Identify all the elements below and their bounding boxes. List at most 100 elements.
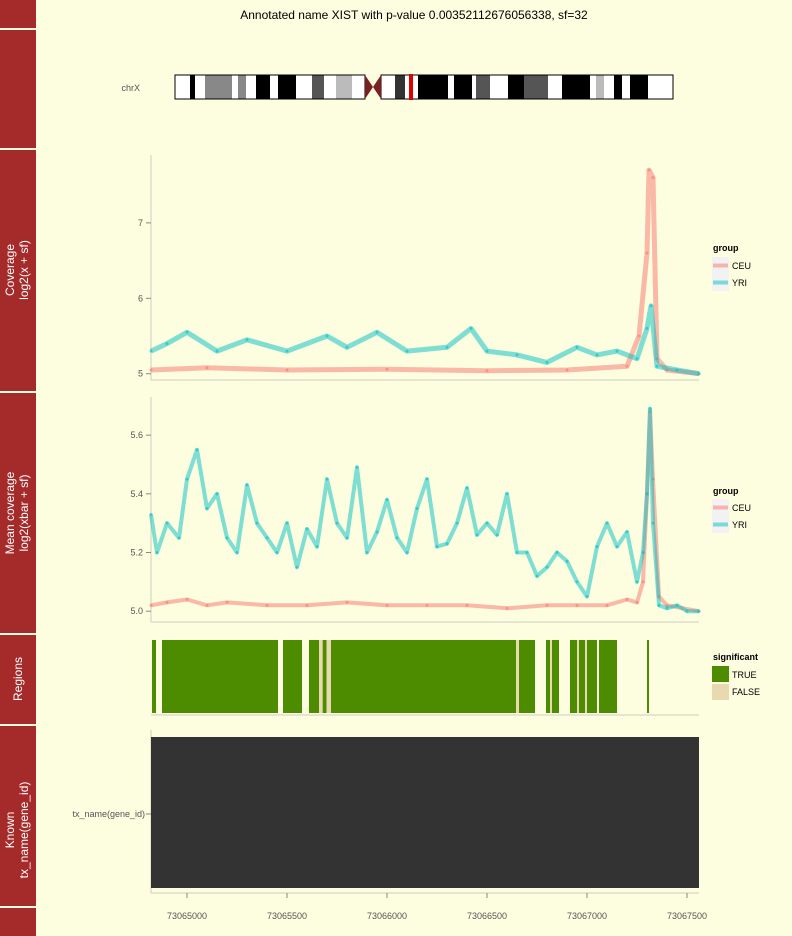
coverage-label-line1: Coverage (3, 244, 17, 296)
region-true (331, 640, 516, 713)
data-point-yri (185, 477, 189, 481)
x-tick-label: 73065000 (167, 911, 207, 921)
strip-known (0, 726, 36, 906)
ideogram-band (190, 75, 195, 99)
data-point-yri (245, 483, 249, 487)
data-point-yri (635, 357, 639, 361)
data-point-yri (585, 595, 589, 599)
ideogram-band (472, 75, 476, 99)
coverage-y-ticks: 5 6 7 (138, 218, 151, 379)
y-tick-label: 6 (138, 293, 143, 303)
data-point-ceu (465, 603, 469, 607)
ideogram-band (296, 75, 312, 99)
data-point-yri (555, 551, 559, 555)
data-point-yri (415, 507, 419, 510)
ideogram-band (278, 75, 296, 99)
region-true (599, 640, 617, 713)
data-point-yri (469, 326, 473, 330)
data-point-ceu (425, 603, 429, 607)
strip-axis (0, 908, 36, 936)
data-point-ceu (305, 603, 309, 607)
ideogram-band (336, 75, 352, 99)
data-point-yri (575, 345, 579, 349)
data-point-ceu (575, 603, 579, 607)
data-point-ceu (635, 600, 639, 604)
data-point-yri (645, 326, 649, 330)
ideogram-bands (175, 75, 673, 99)
data-point-ceu (385, 367, 389, 371)
data-point-yri (405, 551, 409, 555)
legend-label-true: TRUE (732, 670, 757, 680)
region-true (570, 640, 577, 713)
ideogram-band (604, 75, 614, 99)
data-point-yri (285, 521, 289, 525)
region-true (283, 640, 302, 713)
ideogram-band (256, 75, 270, 99)
data-point-yri (649, 304, 653, 308)
data-point-yri (375, 530, 379, 534)
known-label-line1: Known (3, 812, 17, 849)
strip-title (0, 0, 36, 28)
data-point-ceu (647, 168, 651, 172)
data-point-yri (445, 542, 449, 546)
data-point-ceu (645, 251, 649, 255)
legend-title: group (713, 486, 739, 496)
ideogram-band (232, 75, 238, 99)
data-point-yri (235, 551, 239, 555)
mean-lines (149, 406, 701, 614)
x-tick-label: 73065500 (267, 911, 307, 921)
mean-label-line2: log2(xbar + sf) (17, 474, 31, 551)
region-true (152, 640, 156, 713)
data-point-ceu (165, 600, 169, 604)
data-point-yri (395, 536, 399, 540)
data-point-yri (275, 551, 279, 555)
region-true (519, 640, 535, 713)
data-point-yri (485, 349, 489, 353)
ideogram-band (324, 75, 336, 99)
data-point-yri (455, 521, 459, 525)
data-point-yri (195, 448, 199, 452)
data-point-ceu (205, 366, 209, 370)
region-true (552, 640, 559, 713)
data-point-yri (595, 545, 599, 549)
data-point-ceu (637, 334, 641, 338)
series-line-ceu (150, 167, 700, 377)
data-point-ceu (565, 368, 569, 372)
data-point-yri (697, 372, 701, 376)
group-legend-coverage: group CEU YRI (712, 243, 751, 291)
region-false (319, 640, 323, 713)
gene-body (151, 737, 699, 888)
data-point-yri (385, 498, 389, 502)
data-point-yri (515, 353, 519, 357)
data-point-yri (165, 342, 169, 346)
mean-y-ticks: 5.0 5.2 5.4 5.6 (130, 430, 151, 616)
data-point-yri (165, 521, 169, 525)
figure-title: Annotated name XIST with p-value 0.00352… (240, 8, 588, 22)
ideogram-band (448, 75, 454, 99)
ideogram-band (352, 75, 365, 99)
data-point-yri (205, 507, 209, 510)
data-point-yri (155, 551, 159, 555)
ideogram-band (238, 75, 246, 99)
data-point-ceu (149, 368, 153, 372)
x-tick-label: 73067000 (567, 911, 607, 921)
ideogram-band (476, 75, 490, 99)
data-point-ceu (385, 603, 389, 607)
x-tick-label: 73066500 (467, 911, 507, 921)
data-point-yri (265, 536, 269, 540)
region-true (309, 640, 319, 713)
data-point-yri (305, 527, 309, 531)
ideogram-band (270, 75, 278, 99)
data-point-yri (697, 609, 701, 613)
y-tick-label: 7 (138, 218, 143, 228)
data-point-yri (215, 492, 219, 496)
data-point-yri (625, 530, 629, 534)
ideogram-band (548, 75, 562, 99)
data-point-yri (665, 606, 669, 610)
region-false (550, 640, 552, 713)
data-point-ceu (149, 603, 153, 607)
ideogram-band (246, 75, 256, 99)
y-tick-label: 5.0 (130, 606, 143, 616)
data-point-yri (495, 533, 499, 537)
region-false (326, 640, 331, 713)
